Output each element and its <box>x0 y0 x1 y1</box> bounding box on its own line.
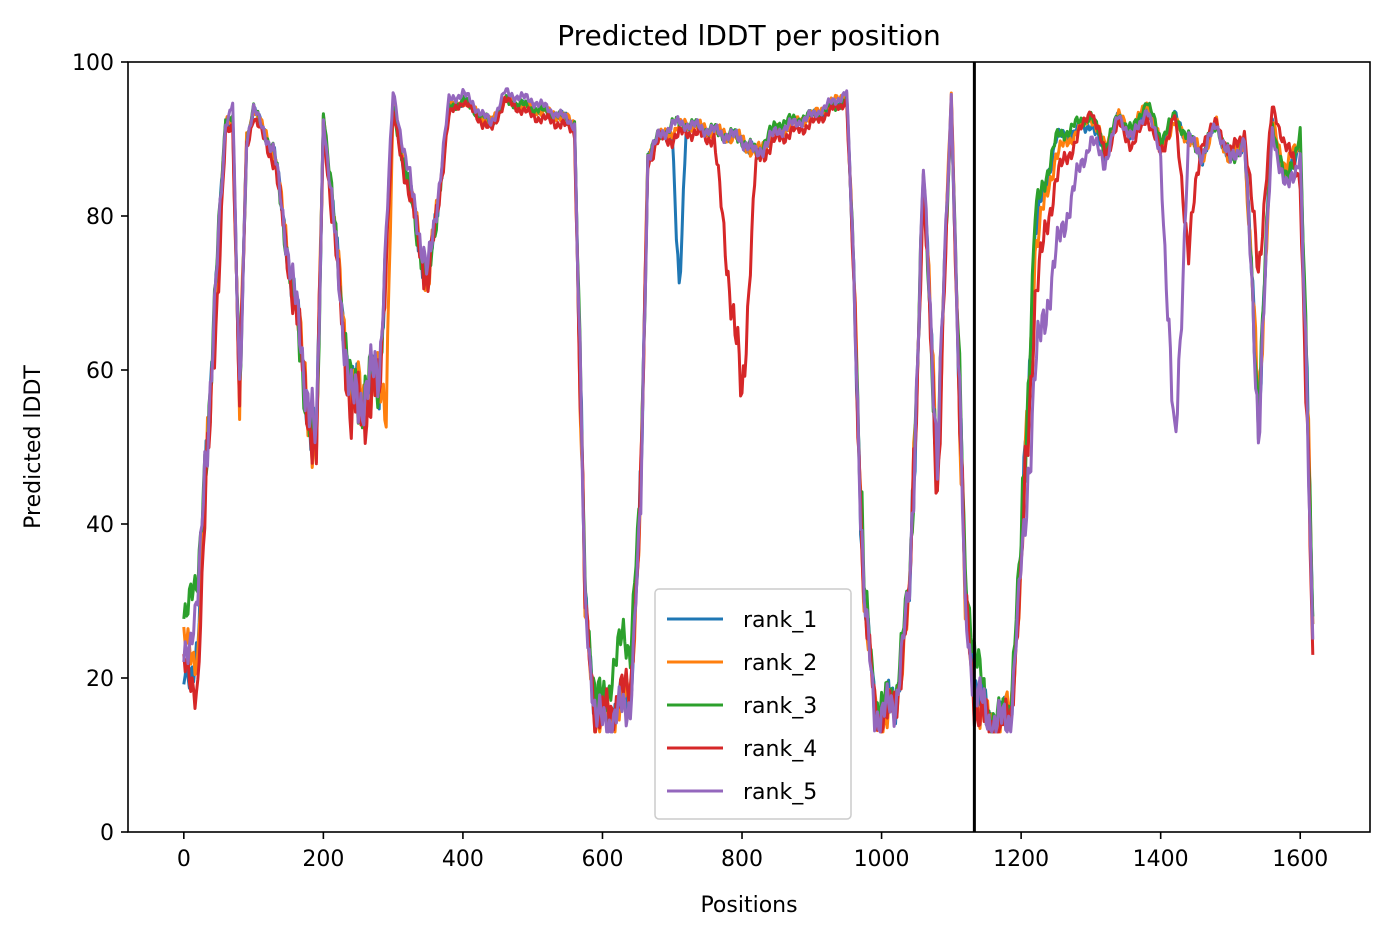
legend: rank_1 rank_2 rank_3 rank_4 rank_5 <box>654 588 852 820</box>
y-tick-label: 80 <box>86 205 114 230</box>
x-tick-label: 1000 <box>854 847 910 872</box>
y-tick-label: 60 <box>86 359 114 384</box>
y-axis-ticks: 0 20 40 60 80 100 <box>72 51 128 846</box>
legend-label-rank_2: rank_2 <box>743 651 817 676</box>
plot-area <box>127 61 1371 833</box>
legend-box <box>654 588 852 820</box>
x-axis-ticks: 0 200 400 600 800 1000 1200 1400 1600 <box>177 832 1328 872</box>
chart-title: Predicted lDDT per position <box>557 19 941 52</box>
legend-label-rank_1: rank_1 <box>743 608 817 633</box>
y-tick-label: 100 <box>72 51 114 76</box>
y-tick-label: 40 <box>86 513 114 538</box>
plot-frame <box>127 61 1371 833</box>
x-axis-label: Positions <box>700 893 797 918</box>
legend-label-rank_5: rank_5 <box>743 780 817 805</box>
legend-label-rank_4: rank_4 <box>743 737 817 762</box>
x-tick-label: 1600 <box>1272 847 1328 872</box>
x-tick-label: 1200 <box>993 847 1049 872</box>
x-tick-label: 200 <box>302 847 344 872</box>
legend-label-rank_3: rank_3 <box>743 694 817 719</box>
x-tick-label: 800 <box>721 847 763 872</box>
x-tick-label: 0 <box>177 847 191 872</box>
x-tick-label: 400 <box>442 847 484 872</box>
y-tick-label: 0 <box>100 821 114 846</box>
x-tick-label: 600 <box>581 847 623 872</box>
x-tick-label: 1400 <box>1133 847 1189 872</box>
y-axis-label: Predicted lDDT <box>21 365 46 529</box>
y-tick-label: 20 <box>86 667 114 692</box>
series-line-rank_5 <box>182 87 1315 734</box>
